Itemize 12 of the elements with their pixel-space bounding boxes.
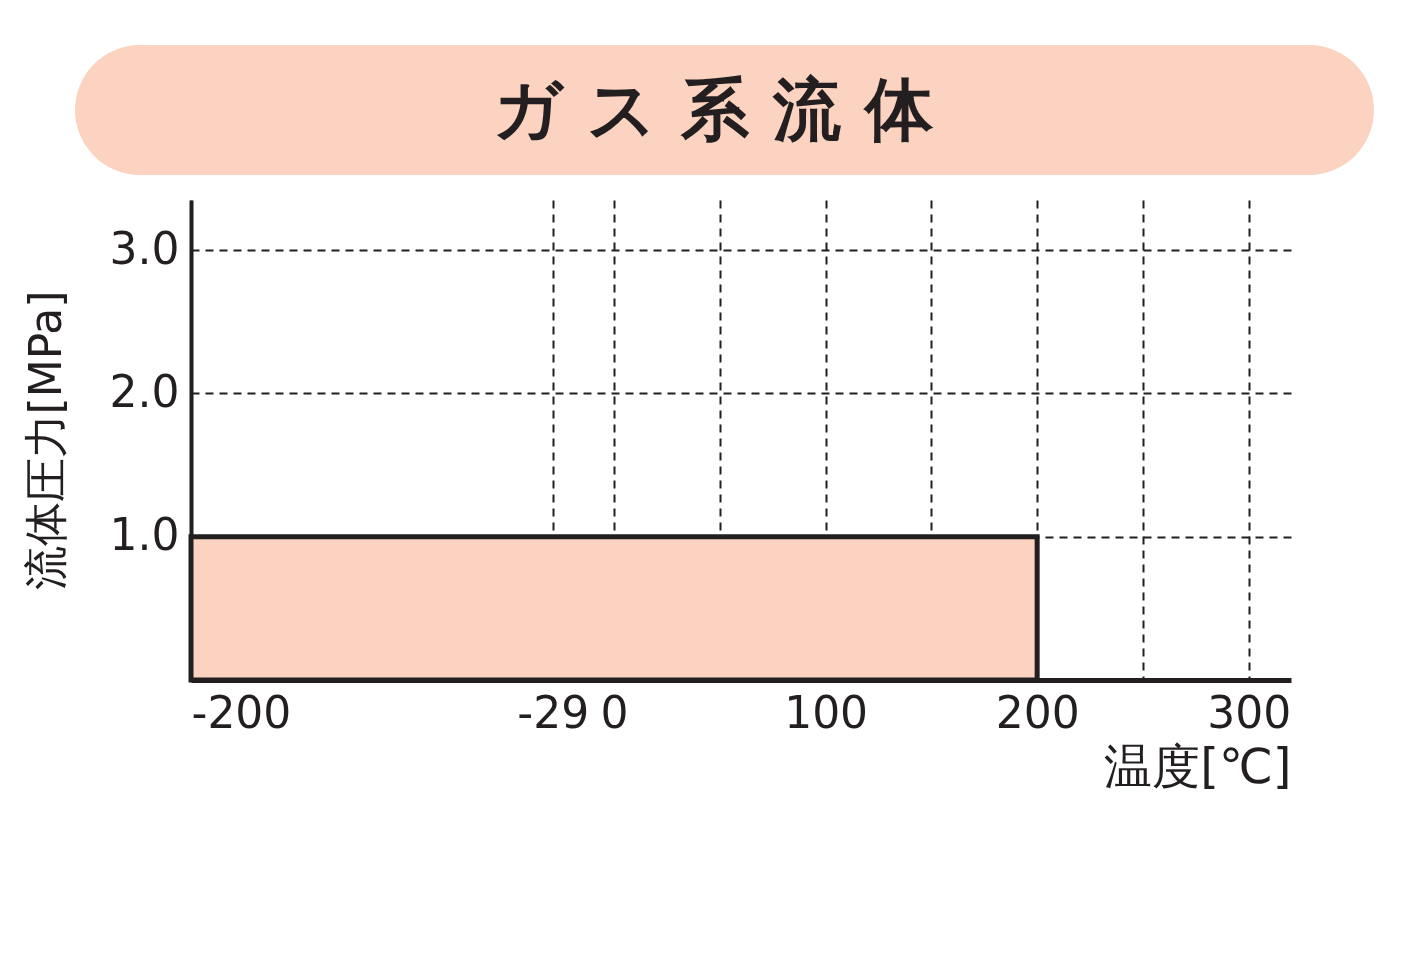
x-axis-title: 温度[℃] <box>1104 737 1292 794</box>
x-tick-label: 100 <box>784 686 869 738</box>
x-tick-label: -200 <box>191 686 292 738</box>
y-tick-label: 3.0 <box>109 222 180 274</box>
x-tick-label: 0 <box>600 686 629 738</box>
y-tick-label: 1.0 <box>109 509 180 561</box>
x-tick-label: -29 <box>517 686 590 738</box>
y-axis-title: 流体圧力[MPa] <box>19 290 71 591</box>
x-tick-label: 300 <box>1207 686 1292 738</box>
chart-title: ガス系流体 <box>75 45 1374 175</box>
y-tick-label: 2.0 <box>109 365 180 417</box>
x-tick-label: 200 <box>995 686 1080 738</box>
